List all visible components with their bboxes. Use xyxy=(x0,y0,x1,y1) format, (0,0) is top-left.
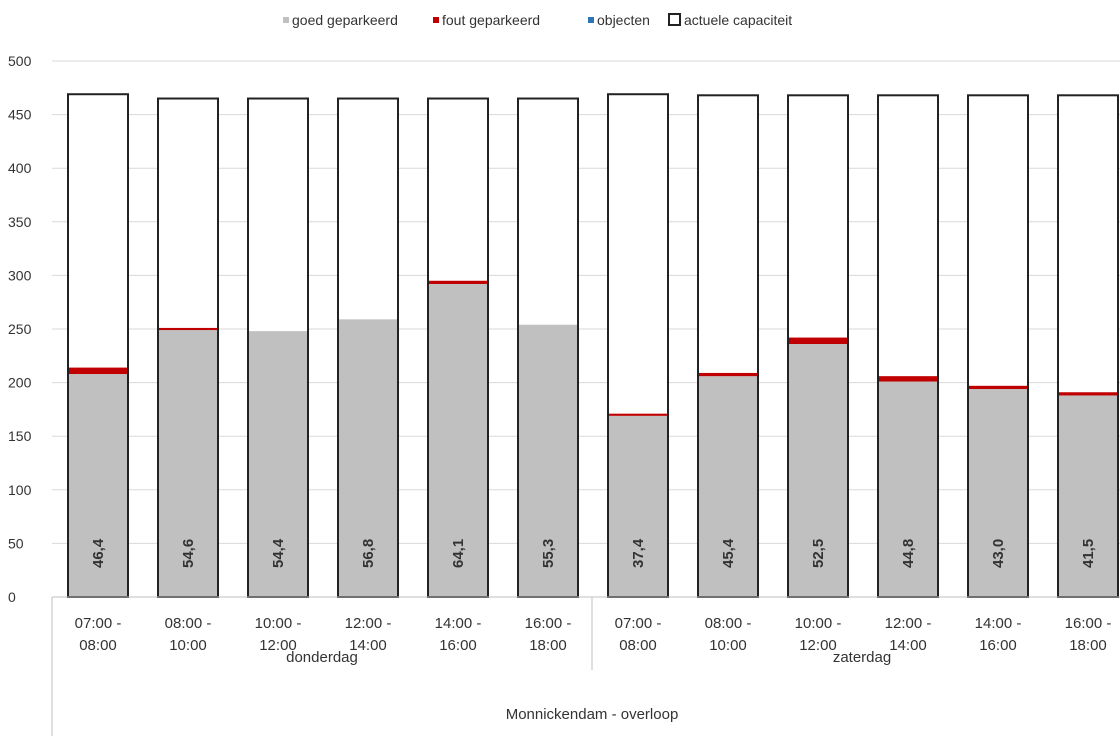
bar-segment-goed-geparkeerd xyxy=(1058,395,1118,597)
bar-segment-fout-geparkeerd xyxy=(158,327,218,331)
data-label: 55,3 xyxy=(540,539,557,568)
bar-segment-fout-geparkeerd xyxy=(68,367,128,375)
x-tick-label-end: 18:00 xyxy=(1069,637,1107,654)
bar-segment-goed-geparkeerd xyxy=(698,376,758,597)
y-tick-label: 150 xyxy=(8,428,32,444)
bar-segment-fout-geparkeerd xyxy=(788,337,848,345)
x-tick-label-end: 14:00 xyxy=(889,637,927,654)
gridlines xyxy=(52,60,1120,544)
axes xyxy=(51,596,1120,736)
outer-group-label: Monnickendam - overloop xyxy=(506,706,679,723)
data-label: 64,1 xyxy=(450,539,467,568)
bar-segment-goed-geparkeerd xyxy=(518,324,578,597)
x-tick-label-end: 12:00 xyxy=(799,637,837,654)
x-tick-label-start: 08:00 - xyxy=(165,615,212,632)
y-tick-label: 50 xyxy=(8,535,24,551)
legend-label-actuele-capaciteit: actuele capaciteit xyxy=(684,12,792,28)
x-tick-label-end: 16:00 xyxy=(979,637,1017,654)
y-tick-label: 400 xyxy=(8,160,32,176)
bar-segment-goed-geparkeerd xyxy=(248,331,308,597)
legend-swatch-objecten xyxy=(588,17,594,23)
x-tick-label-start: 14:00 - xyxy=(975,615,1022,632)
x-tick-label-end: 18:00 xyxy=(529,637,567,654)
data-label: 37,4 xyxy=(630,538,647,568)
legend-swatch-fout-geparkeerd xyxy=(433,17,439,23)
y-tick-label: 450 xyxy=(8,107,32,123)
data-label: 45,4 xyxy=(720,538,737,568)
bar-segment-fout-geparkeerd xyxy=(968,385,1028,390)
x-tick-label-end: 16:00 xyxy=(439,637,477,654)
x-tick-label-start: 10:00 - xyxy=(795,615,842,632)
data-label: 56,8 xyxy=(360,539,377,568)
x-tick-label-start: 16:00 - xyxy=(525,615,572,632)
bar-segment-goed-geparkeerd xyxy=(428,283,488,597)
x-tick-label-end: 12:00 xyxy=(259,637,297,654)
y-tick-label: 0 xyxy=(8,589,16,605)
x-tick-label-start: 16:00 - xyxy=(1065,615,1112,632)
y-tick-label: 300 xyxy=(8,267,32,283)
data-label: 46,4 xyxy=(90,538,107,568)
x-axis-labels: 07:00 - 08:00 08:00 - 10:00 10:00 - 12:00 12:0… xyxy=(75,615,1112,654)
legend-swatch-actuele-capaciteit xyxy=(668,13,681,26)
data-label: 54,4 xyxy=(270,538,287,568)
bar-segment-goed-geparkeerd xyxy=(338,319,398,597)
data-label: 43,0 xyxy=(990,539,1007,568)
y-tick-label: 200 xyxy=(8,375,32,391)
data-label: 54,6 xyxy=(180,539,197,568)
x-tick-label-start: 07:00 - xyxy=(615,615,662,632)
x-tick-label-start: 08:00 - xyxy=(705,615,752,632)
y-tick-label: 350 xyxy=(8,214,32,230)
legend: goed geparkeerd fout geparkeerd objecten… xyxy=(283,12,792,28)
y-axis-ticks: 0 50 100 150 200 250 300 350 400 450 500 xyxy=(8,53,32,605)
x-tick-label-start: 07:00 - xyxy=(75,615,122,632)
legend-label-objecten: objecten xyxy=(597,12,650,28)
x-tick-label-end: 14:00 xyxy=(349,637,387,654)
x-tick-label-end: 10:00 xyxy=(709,637,747,654)
y-tick-label: 500 xyxy=(8,53,32,69)
legend-swatch-goed-geparkeerd xyxy=(283,17,289,23)
bar-segment-fout-geparkeerd xyxy=(1058,392,1118,396)
x-tick-label-start: 12:00 - xyxy=(885,615,932,632)
data-label: 52,5 xyxy=(810,539,827,568)
bars: 46,4 54,6 54,4 56,8 64,1 55,3 37,4 45,4 52,5 44,8… xyxy=(67,93,1119,599)
bar-segment-goed-geparkeerd xyxy=(788,344,848,597)
bar-segment-fout-geparkeerd xyxy=(608,413,668,416)
bar-segment-goed-geparkeerd xyxy=(968,389,1028,597)
bar-segment-goed-geparkeerd xyxy=(608,415,668,597)
x-tick-label-end: 10:00 xyxy=(169,637,207,654)
y-tick-label: 100 xyxy=(8,482,32,498)
y-tick-label: 250 xyxy=(8,321,32,337)
bar-segment-fout-geparkeerd xyxy=(878,376,938,382)
x-tick-label-start: 12:00 - xyxy=(345,615,392,632)
bar-segment-goed-geparkeerd xyxy=(158,330,218,597)
data-label: 44,8 xyxy=(900,539,917,568)
group-label-donderdag: donderdag xyxy=(286,649,358,666)
bar-segment-goed-geparkeerd xyxy=(68,374,128,597)
data-label: 41,5 xyxy=(1080,539,1097,568)
legend-label-fout-geparkeerd: fout geparkeerd xyxy=(442,12,540,28)
bar-segment-goed-geparkeerd xyxy=(878,381,938,597)
x-tick-label-start: 14:00 - xyxy=(435,615,482,632)
legend-label-goed-geparkeerd: goed geparkeerd xyxy=(292,12,398,28)
bar-segment-fout-geparkeerd xyxy=(698,372,758,377)
x-tick-label-end: 08:00 xyxy=(619,637,657,654)
group-label-zaterdag: zaterdag xyxy=(833,649,891,666)
x-tick-label-start: 10:00 - xyxy=(255,615,302,632)
bar-segment-fout-geparkeerd xyxy=(428,280,488,284)
x-tick-label-end: 08:00 xyxy=(79,637,117,654)
